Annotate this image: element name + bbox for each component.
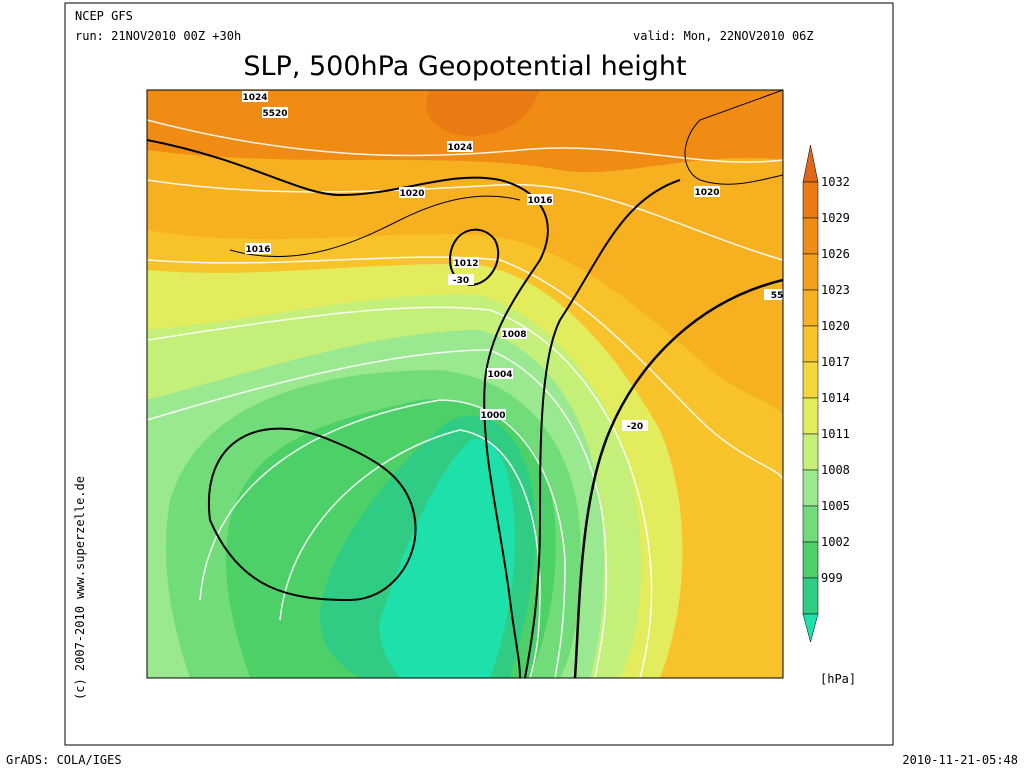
- valid: valid: Mon, 22NOV2010 06Z: [633, 29, 814, 43]
- credit: (c) 2007-2010 www.superzelle.de: [73, 476, 87, 700]
- colorbar-box: [802, 181, 819, 219]
- contour-label: 1024: [242, 93, 267, 103]
- colorbar-box: [802, 505, 819, 543]
- frame: [64, 2, 894, 746]
- colorbar-label: 1029: [821, 211, 850, 225]
- contour-label: 5520: [262, 109, 287, 119]
- contour-label-bg: [501, 328, 527, 339]
- colorbar-box: [802, 469, 819, 507]
- contour-label-bg: [694, 186, 720, 197]
- contour-label: 1020: [694, 188, 719, 198]
- contour-label-bg: [245, 243, 271, 254]
- contour-label-bg: [480, 409, 506, 420]
- colorbar-label: 1011: [821, 427, 850, 441]
- contour-label-bg: [527, 194, 553, 205]
- colorbar-box: [802, 325, 819, 363]
- contour-label-bg: [448, 274, 474, 285]
- colorbar-box: [802, 541, 819, 579]
- contour-label: 1000: [480, 411, 505, 421]
- colorbar-arrow-bottom: [802, 613, 819, 643]
- colorbar-label: 1032: [821, 175, 850, 189]
- colorbar-box: [802, 289, 819, 327]
- contour-label: 1024: [447, 143, 472, 153]
- colorbar-unit: [hPa]: [820, 672, 856, 686]
- colorbar-box: [802, 577, 819, 615]
- colorbar-label: 999: [821, 571, 843, 585]
- colorbar-label: 1026: [821, 247, 850, 261]
- colorbar-arrow-top: [802, 144, 819, 183]
- contour-label-bg: [764, 289, 783, 300]
- contour-label: -30: [453, 276, 469, 286]
- contour-label: 1008: [501, 330, 526, 340]
- model: NCEP GFS: [75, 9, 133, 23]
- contour-label: -20: [627, 422, 643, 432]
- colorbar-box: [802, 361, 819, 399]
- colorbar: 1032 1029 1026 1023 1020 1017 1014 1011 1008 1005…: [802, 144, 850, 643]
- contour-label-bg: [262, 107, 288, 118]
- contour-label: 1016: [245, 245, 270, 255]
- colorbar-label: 1014: [821, 391, 850, 405]
- contour-label: 1012: [453, 259, 478, 269]
- map: 1024 5520 1024 1020 1016 1016 1012 -30 1008 1004 1…: [147, 90, 784, 678]
- contour-label-bg: [622, 420, 648, 431]
- contour-label: 55: [771, 291, 784, 301]
- footer-left: GrADS: COLA/IGES: [6, 753, 122, 767]
- colorbar-box: [802, 253, 819, 291]
- colorbar-label: 1005: [821, 499, 850, 513]
- contour-label-bg: [399, 187, 425, 198]
- map-border: [146, 89, 784, 679]
- colorbar-label: 1017: [821, 355, 850, 369]
- contour-label-bg: [242, 91, 268, 102]
- contour-label-bg: [447, 141, 473, 152]
- contour-label: 1020: [399, 189, 424, 199]
- contour-label-bg: [487, 368, 513, 379]
- colorbar-box: [802, 217, 819, 255]
- colorbar-label: 1020: [821, 319, 850, 333]
- contour-label-bg: [453, 257, 479, 268]
- colorbar-label: 1008: [821, 463, 850, 477]
- colorbar-label: 1023: [821, 283, 850, 297]
- colorbar-box: [802, 397, 819, 435]
- colorbar-box: [802, 433, 819, 471]
- title: SLP, 500hPa Geopotential height: [243, 51, 686, 82]
- colorbar-label: 1002: [821, 535, 850, 549]
- contour-label: 1016: [527, 196, 552, 206]
- footer-right: 2010-11-21-05:48: [902, 753, 1018, 767]
- contour-label: 1004: [487, 370, 512, 380]
- run: run: 21NOV2010 00Z +30h: [75, 29, 241, 43]
